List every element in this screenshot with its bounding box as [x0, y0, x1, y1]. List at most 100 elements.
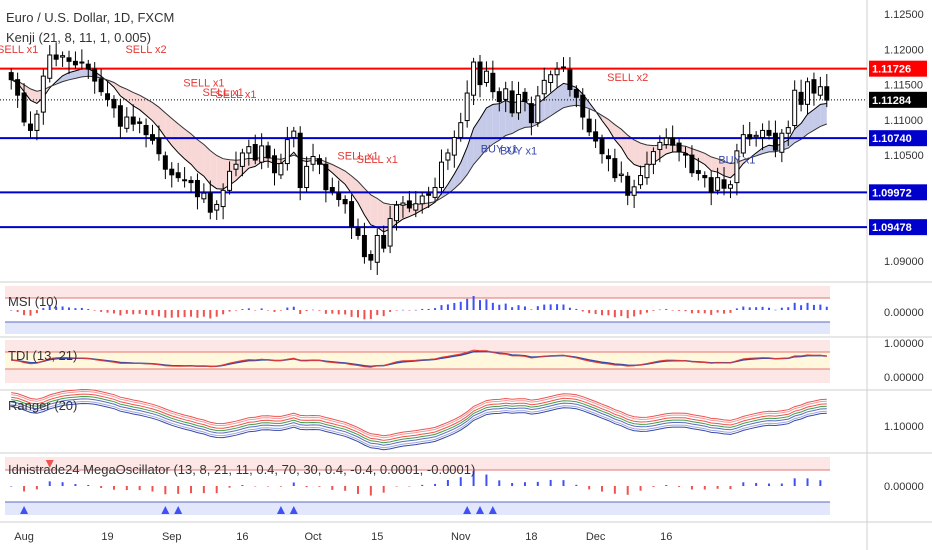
tdi-axis-tick: 0.00000 [884, 372, 924, 384]
candle-body [342, 199, 348, 205]
candle-body [130, 116, 136, 125]
candle-body [824, 86, 830, 101]
ema-cloud-segment [75, 68, 82, 79]
msi-bar [414, 309, 417, 311]
mega-bar [100, 486, 103, 488]
msi-bar [369, 310, 372, 319]
msi-bar [793, 302, 796, 310]
mega-bar [678, 486, 681, 487]
candle-body [72, 60, 78, 66]
candle-body [361, 234, 367, 258]
candle-body [8, 72, 14, 81]
msi-histogram [10, 296, 828, 320]
mega-title: Idnistrade24 MegaOscillator (13, 8, 21, … [8, 462, 475, 477]
msi-bar [523, 306, 526, 310]
ema-cloud [11, 68, 827, 232]
msi-bar [658, 309, 661, 311]
candle-body [715, 177, 721, 191]
msi-bar [684, 310, 687, 312]
ranger-band-line [11, 393, 827, 441]
msi-bar [61, 306, 64, 310]
price-tick-label: 1.12000 [884, 44, 924, 56]
msi-bar [671, 310, 674, 311]
price-badge [869, 60, 927, 77]
time-axis-label: 18 [525, 531, 537, 543]
mega-bar [138, 486, 141, 491]
candle-body [702, 175, 708, 179]
sell-signal-label: SELL x1 [183, 78, 224, 90]
msi-bar [498, 304, 501, 310]
tdi-title: TDI (13, 21) [8, 348, 77, 363]
mega-bar [536, 481, 539, 486]
tdi-red-line [11, 349, 827, 368]
mega-bar [485, 474, 488, 486]
candle-body [233, 163, 239, 170]
mega-bar [639, 486, 642, 491]
time-axis-label: Oct [304, 531, 321, 543]
mega-bar [575, 484, 578, 486]
candle-body [387, 218, 393, 247]
mega-bar [729, 486, 732, 490]
msi-bar [774, 309, 777, 311]
candle-body [85, 63, 91, 70]
candle-body [496, 91, 502, 103]
candle-body [15, 79, 21, 96]
msi-bar [132, 310, 135, 315]
mega-bar [177, 486, 180, 494]
mega-bar [459, 477, 462, 486]
mega-oscillator-pane [5, 457, 830, 515]
candle-body [509, 90, 515, 114]
time-axis: Aug 19 Sep 16 Oct 15 Nov 18 Dec 16 [14, 531, 672, 543]
mega-bar [703, 486, 706, 490]
msi-bar [74, 308, 77, 310]
msi-bar [723, 310, 726, 314]
candle-body [451, 136, 457, 156]
mega-bar [87, 484, 90, 486]
mega-bar [523, 482, 526, 486]
candle-body [169, 168, 175, 176]
msi-bar [812, 304, 815, 310]
msi-bar [183, 310, 186, 318]
msi-bar [209, 310, 212, 319]
candle-body [252, 144, 258, 161]
price-badge-label: 1.11726 [872, 64, 911, 76]
msi-bar [761, 306, 764, 310]
candle-body [117, 105, 123, 127]
candle-body [259, 145, 265, 163]
msi-bar [504, 303, 507, 310]
msi-bar [382, 310, 385, 317]
price-badge [869, 130, 927, 147]
mega-upper-zone [5, 457, 830, 470]
msi-bar [157, 310, 160, 317]
msi-bar [742, 306, 745, 310]
ema-cloud-segment [608, 119, 615, 140]
msi-bar [800, 305, 803, 310]
candle-body [464, 92, 470, 122]
msi-bar [29, 310, 32, 316]
mega-bar [562, 480, 565, 486]
mega-bar [665, 485, 668, 486]
msi-bar [138, 310, 141, 314]
msi-bar [10, 310, 13, 311]
ema-cloud-segment [724, 161, 731, 178]
candle-body [753, 134, 759, 138]
mega-bar [164, 486, 167, 495]
msi-bar [620, 310, 623, 317]
msi-bar [279, 310, 282, 311]
mega-bar [395, 486, 398, 487]
msi-bar [125, 310, 128, 314]
msi-bar [665, 309, 668, 310]
candle-body [593, 131, 599, 142]
ranger-title: Ranger (20) [8, 398, 77, 413]
ema-cloud-segment [338, 167, 346, 185]
msi-bar [652, 310, 655, 311]
candle-body [477, 61, 483, 86]
msi-bar [312, 309, 315, 311]
time-axis-label: 16 [236, 531, 248, 543]
candle-body [297, 132, 303, 189]
ema-cloud-segment [467, 128, 474, 175]
candle-body [471, 61, 477, 96]
candle-body [272, 155, 277, 174]
price-badge-label: 1.11284 [872, 95, 912, 107]
msi-bar [401, 309, 404, 311]
